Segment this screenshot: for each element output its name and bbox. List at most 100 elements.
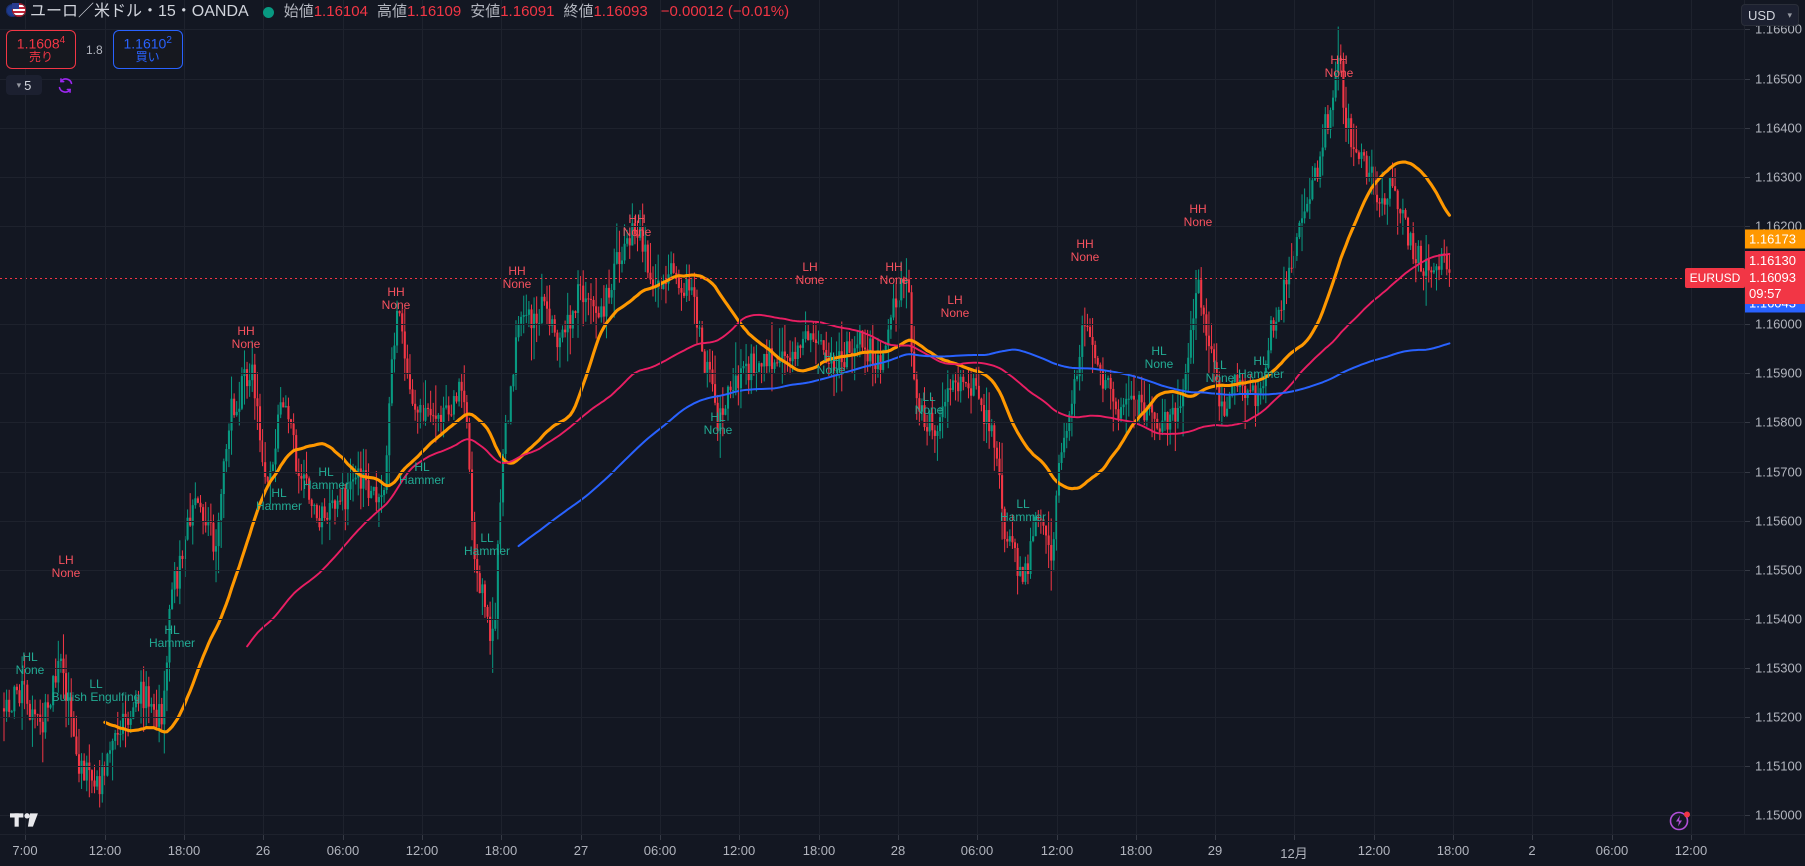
price-axis[interactable]: 1.16600 1.16500 1.16400 1.16300 1.16200 1.160… [1685, 0, 1805, 835]
price-axis-label: 1.15600 [1755, 513, 1802, 529]
ohlc-label: 高値 [376, 3, 407, 20]
ohlc-values: 始値1.16104 高値1.16109 安値1.16091 終値1.16093 [284, 2, 657, 22]
tradingview-logo[interactable] [10, 810, 40, 830]
time-tick [263, 835, 264, 840]
grid-line-vertical [660, 0, 661, 835]
price-axis-label: 1.15100 [1755, 758, 1802, 774]
time-tick [977, 835, 978, 840]
grid-line-vertical [1691, 0, 1692, 835]
time-axis-label: 12:00 [1357, 843, 1391, 858]
price-tick [1745, 176, 1750, 178]
price-tick [1745, 618, 1750, 620]
time-tick [105, 835, 106, 840]
price-axis-label: 1.15700 [1755, 464, 1802, 480]
buy-price: 1.16102 [123, 34, 172, 52]
market-open-dot [262, 6, 274, 18]
price-axis-label: 1.15000 [1755, 807, 1802, 823]
grid-line-vertical [422, 0, 423, 835]
time-tick [1374, 835, 1375, 840]
buy-button[interactable]: 1.16102 買い [112, 30, 183, 69]
grid-line-horizontal [0, 569, 1745, 571]
grid-line-horizontal [0, 618, 1745, 620]
price-axis-label: 1.15800 [1755, 414, 1802, 430]
ma-mid-line [246, 253, 1451, 648]
candlestick-series [2, 26, 1451, 808]
grid-line-vertical [184, 0, 185, 835]
last-price-time: 09:57 [1749, 285, 1782, 301]
symbol-title[interactable]: ユーロ／米ドル・15・OANDA [30, 3, 249, 20]
chart-canvas[interactable] [0, 0, 1745, 835]
quantity-row[interactable]: ▾ 5 [6, 75, 74, 95]
grid-line-vertical [263, 0, 264, 835]
price-tick [1745, 29, 1750, 31]
time-tick [25, 835, 26, 840]
grid-line-vertical [1612, 0, 1613, 835]
time-axis-label: 12:00 [88, 843, 122, 858]
time-tick [1215, 835, 1216, 840]
price-tick [1745, 569, 1750, 571]
time-axis-label: 18:00 [484, 843, 518, 858]
ohlc-label: 始値 [283, 3, 314, 20]
time-tick [501, 835, 502, 840]
time-tick [739, 835, 740, 840]
grid-line-vertical [1532, 0, 1533, 835]
time-tick [184, 835, 185, 840]
grid-line-vertical [1374, 0, 1375, 835]
quantity-stepper[interactable]: ▾ 5 [6, 75, 42, 95]
time-axis-label: 12:00 [1674, 843, 1708, 858]
time-axis-label: 18:00 [802, 843, 836, 858]
eur-usd-flag-icon [6, 3, 26, 21]
grid-line-horizontal [0, 766, 1745, 768]
ma-fast-line [103, 160, 1451, 734]
time-axis-label: 2 [1528, 843, 1536, 858]
last-price-price: 1.16130 [1749, 253, 1796, 269]
time-axis-label: 27 [573, 843, 589, 858]
time-axis[interactable]: 7:00 12:00 18:00 26 06:00 12:00 18:00 27 06:00 12… [0, 834, 1805, 866]
chart-pane[interactable]: HL None LH None LL Bullish Engulfing HL Hammer H… [0, 0, 1745, 835]
grid-line-vertical [581, 0, 582, 835]
change-value: −0.00012 (−0.01%) [660, 3, 790, 20]
grid-line-horizontal [0, 176, 1745, 178]
time-tick [422, 835, 423, 840]
grid-line-horizontal [0, 225, 1745, 227]
grid-line-horizontal [0, 78, 1745, 80]
grid-line-vertical [898, 0, 899, 835]
time-tick [1691, 835, 1692, 840]
price-tick [1745, 766, 1750, 768]
time-axis-label: 12月 [1280, 846, 1308, 861]
sell-button[interactable]: 1.16084 売り [6, 30, 76, 69]
time-tick [1136, 835, 1137, 840]
trade-widget[interactable]: 1.16084 売り 1.8 1.16102 買い [6, 30, 183, 69]
time-tick [343, 835, 344, 840]
price-tick [1745, 717, 1750, 719]
price-axis-label: 1.15200 [1755, 709, 1802, 725]
time-axis-label: 12:00 [722, 843, 756, 858]
buy-label: 買い [135, 49, 160, 64]
price-tick [1745, 324, 1750, 326]
time-tick [1453, 835, 1454, 840]
price-tick [1745, 520, 1750, 522]
price-axis-label: 1.16000 [1755, 316, 1802, 332]
grid-line-vertical [1136, 0, 1137, 835]
grid-line-horizontal [0, 815, 1745, 817]
time-tick [1612, 835, 1613, 840]
grid-line-horizontal [0, 324, 1745, 326]
grid-line-horizontal [0, 717, 1745, 719]
last-price-close: 1.16093 [1749, 269, 1796, 285]
grid-line-horizontal [0, 422, 1745, 424]
quantity-value: 5 [24, 77, 32, 93]
currency-select[interactable]: USD ▾ [1741, 4, 1799, 26]
price-axis-label: 1.16400 [1755, 120, 1802, 136]
price-axis-label: 1.15900 [1755, 365, 1802, 381]
price-tick [1745, 815, 1750, 817]
price-tick [1745, 78, 1750, 80]
grid-line-vertical [25, 0, 26, 835]
refresh-icon[interactable] [56, 76, 74, 94]
ohlc-label: 終値 [563, 3, 594, 20]
alert-lightning-icon[interactable] [1668, 808, 1692, 832]
ohlc-value: 1.16104 [313, 3, 368, 20]
currency-value: USD [1748, 7, 1776, 23]
sell-label: 売り [28, 49, 53, 64]
grid-line-horizontal [0, 471, 1745, 473]
time-axis-label: 06:00 [960, 843, 994, 858]
